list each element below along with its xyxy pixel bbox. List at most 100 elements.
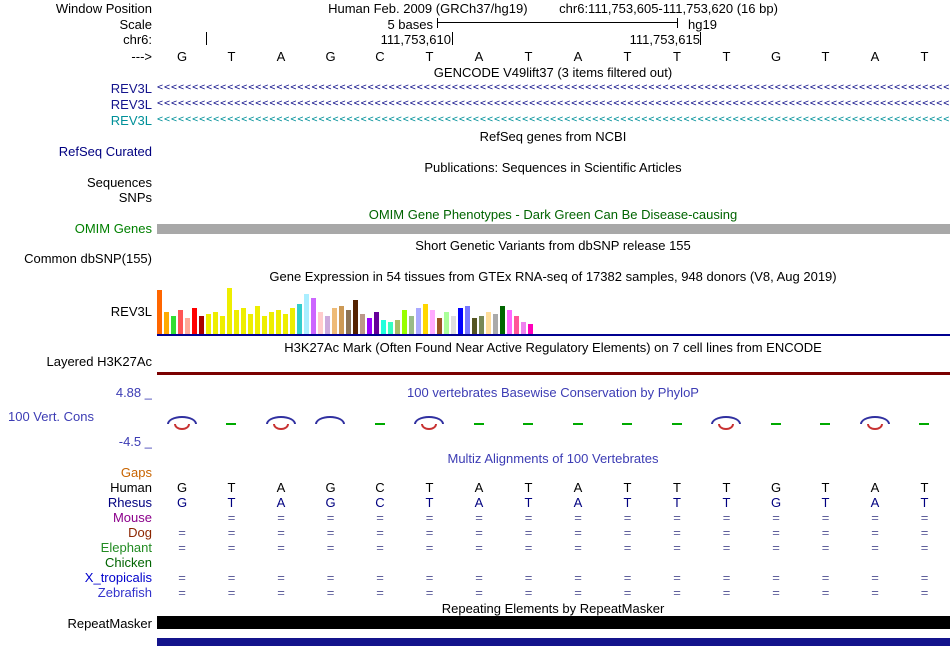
repeatmasker-element-bar[interactable] [157, 616, 950, 629]
gtex-expression-bar[interactable] [465, 306, 470, 334]
gtex-expression-bar[interactable] [451, 316, 456, 334]
gtex-expression-bar[interactable] [339, 306, 344, 334]
gtex-expression-bar[interactable] [521, 322, 526, 334]
alignment-cell: T [227, 495, 236, 510]
gtex-expression-bar[interactable] [241, 308, 246, 334]
alignment-row-elephant[interactable]: Elephant = = = = = = = = = = = = = = = = [0, 540, 950, 555]
gtex-expression-bar[interactable] [423, 304, 428, 334]
gtex-expression-bar[interactable] [472, 318, 477, 334]
gtex-expression-bar[interactable] [332, 308, 337, 334]
gtex-expression-bar[interactable] [367, 318, 372, 334]
gtex-expression-bar[interactable] [409, 316, 414, 334]
gtex-expression-bar[interactable] [479, 316, 484, 334]
gtex-expression-bar[interactable] [444, 312, 449, 334]
alignment-cell: = [524, 585, 533, 600]
phylop-wiggle[interactable] [157, 412, 949, 434]
gtex-expression-bar[interactable] [290, 308, 295, 334]
gtex-expression-bar[interactable] [360, 314, 365, 334]
gtex-expression-bar[interactable] [262, 316, 267, 334]
alignment-cell: = [821, 570, 830, 585]
species-label[interactable]: X_tropicalis [84, 570, 152, 585]
gtex-expression-bar[interactable] [171, 316, 176, 334]
alignment-row-zebrafish[interactable]: Zebrafish = = = = = = = = = = = = = = = = [0, 585, 950, 600]
alignment-row-chicken[interactable]: Chicken [0, 555, 950, 570]
gtex-expression-bar[interactable] [164, 312, 169, 334]
gtex-expression-bar[interactable] [346, 310, 351, 334]
multiz-track-title: Multiz Alignments of 100 Vertebrates [447, 451, 659, 466]
alignment-cell: = [178, 525, 186, 540]
gtex-expression-bar[interactable] [178, 310, 183, 334]
alignment-cell: G [770, 495, 782, 510]
gtex-expression-bar[interactable] [388, 322, 393, 334]
alignment-row-x_tropicalis[interactable]: X_tropicalis = = = = = = = = = = = = = = = = [0, 570, 950, 585]
gtex-expression-bar[interactable] [325, 316, 330, 334]
gtex-expression-bar[interactable] [269, 312, 274, 334]
gtex-expression-bar[interactable] [297, 304, 302, 334]
gtex-expression-bar[interactable] [234, 310, 239, 334]
gtex-gene-label[interactable]: REV3L [110, 304, 152, 319]
gtex-expression-bar[interactable] [311, 298, 316, 334]
gtex-expression-bar[interactable] [381, 320, 386, 334]
dbsnp-track-label[interactable]: Common dbSNP(155) [24, 251, 152, 266]
gtex-expression-bar[interactable] [353, 300, 358, 334]
gtex-expression-bar[interactable] [199, 316, 204, 334]
species-label[interactable]: Chicken [105, 555, 152, 570]
gtex-expression-bar[interactable] [416, 308, 421, 334]
gtex-expression-barchart[interactable] [157, 288, 949, 334]
gtex-expression-bar[interactable] [248, 314, 253, 334]
gene-label-rev3l[interactable]: REV3L [110, 97, 152, 112]
h3k27ac-track-label[interactable]: Layered H3K27Ac [46, 354, 152, 369]
phylop-max-label: 4.88 _ [115, 385, 152, 400]
phylop-track-label[interactable]: 100 Vert. Cons [8, 409, 94, 424]
gaps-row-label[interactable]: Gaps [120, 465, 152, 480]
alignment-row-human[interactable]: Human G T A G C T A T A T T T G T A T [0, 480, 950, 495]
omim-gene-bar[interactable] [157, 224, 950, 234]
gene-model-rev3l[interactable]: <<<<<<<<<<<<<<<<<<<<<<<<<<<<<<<<<<<<<<<<… [157, 98, 949, 109]
gene-label-rev3l[interactable]: REV3L [110, 81, 152, 96]
alignment-cell: A [870, 495, 880, 510]
alignment-cell: = [425, 525, 434, 540]
gtex-expression-bar[interactable] [402, 310, 407, 334]
gtex-expression-bar[interactable] [500, 306, 505, 334]
gtex-expression-bar[interactable] [528, 324, 533, 334]
alignment-cell: A [870, 480, 880, 495]
gtex-expression-bar[interactable] [374, 312, 379, 334]
gtex-expression-bar[interactable] [220, 316, 225, 334]
gene-model-rev3l[interactable]: <<<<<<<<<<<<<<<<<<<<<<<<<<<<<<<<<<<<<<<<… [157, 82, 949, 93]
species-label[interactable]: Human [110, 480, 152, 495]
species-label[interactable]: Zebrafish [97, 585, 152, 600]
alignment-row-dog[interactable]: Dog = = = = = = = = = = = = = = = = [0, 525, 950, 540]
gtex-expression-bar[interactable] [255, 306, 260, 334]
sequences-track-label[interactable]: Sequences [86, 175, 152, 190]
gtex-expression-bar[interactable] [185, 318, 190, 334]
gtex-expression-bar[interactable] [507, 310, 512, 334]
gene-model-rev3l[interactable]: <<<<<<<<<<<<<<<<<<<<<<<<<<<<<<<<<<<<<<<<… [157, 114, 949, 125]
gtex-expression-bar[interactable] [458, 308, 463, 334]
alignment-row-mouse[interactable]: Mouse = = = = = = = = = = = = = = = [0, 510, 950, 525]
gtex-expression-bar[interactable] [395, 320, 400, 334]
gene-label-rev3l[interactable]: REV3L [110, 113, 152, 128]
species-label[interactable]: Rhesus [107, 495, 152, 510]
species-label[interactable]: Dog [128, 525, 152, 540]
omim-genes-label[interactable]: OMIM Genes [74, 221, 152, 236]
gtex-expression-bar[interactable] [493, 314, 498, 334]
alignment-row-rhesus[interactable]: Rhesus G T A G C T A T A T T T G T A T [0, 495, 950, 510]
gtex-expression-bar[interactable] [437, 318, 442, 334]
gtex-expression-bar[interactable] [486, 312, 491, 334]
gtex-expression-bar[interactable] [276, 310, 281, 334]
repeatmasker-track-label[interactable]: RepeatMasker [67, 616, 152, 631]
gtex-expression-bar[interactable] [514, 316, 519, 334]
snps-track-label[interactable]: SNPs [118, 190, 152, 205]
gtex-expression-bar[interactable] [283, 314, 288, 334]
gtex-expression-bar[interactable] [157, 290, 162, 334]
gtex-expression-bar[interactable] [213, 312, 218, 334]
gtex-expression-bar[interactable] [304, 294, 309, 334]
gtex-expression-bar[interactable] [206, 314, 211, 334]
refseq-curated-label[interactable]: RefSeq Curated [58, 144, 152, 159]
species-label[interactable]: Elephant [100, 540, 152, 555]
gtex-expression-bar[interactable] [227, 288, 232, 334]
gtex-expression-bar[interactable] [430, 310, 435, 334]
species-label[interactable]: Mouse [112, 510, 152, 525]
gtex-expression-bar[interactable] [192, 308, 197, 334]
gtex-expression-bar[interactable] [318, 312, 323, 334]
